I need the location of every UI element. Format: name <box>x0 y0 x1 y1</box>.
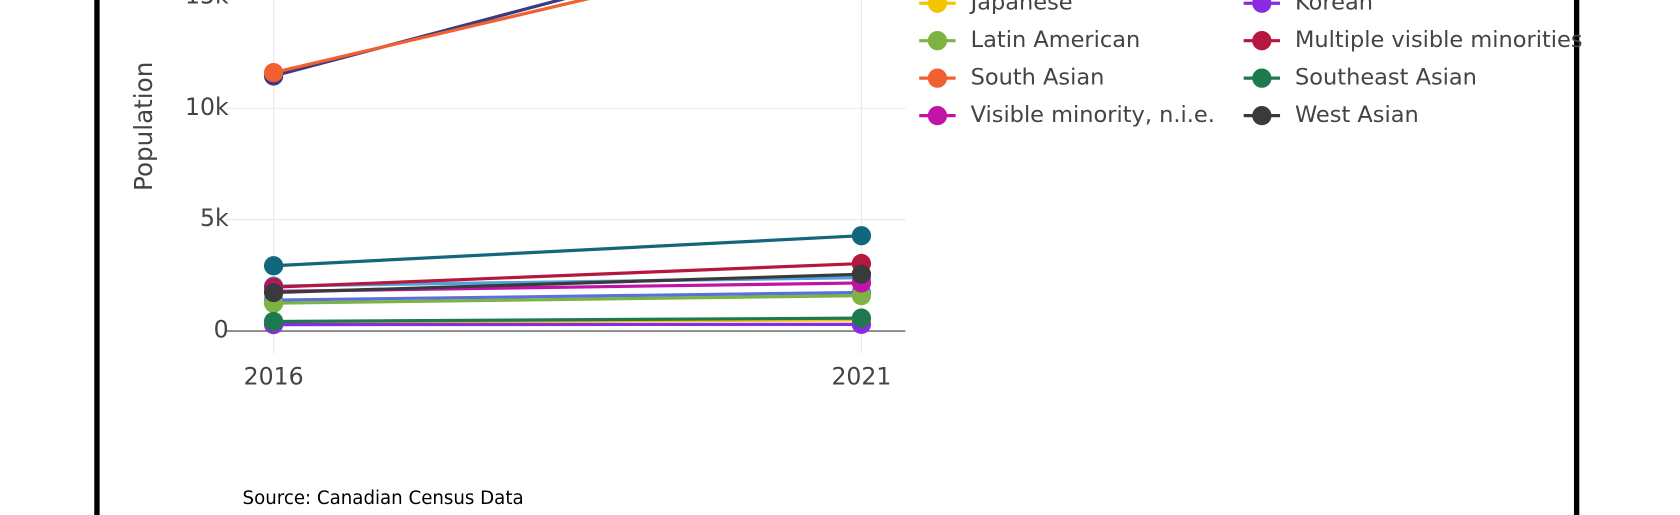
legend-marker <box>927 0 948 13</box>
series-line <box>273 290 862 302</box>
y-tick-label: 5k <box>200 204 229 232</box>
data-point <box>263 256 284 276</box>
legend-marker <box>1252 31 1272 51</box>
legend-label: Korean <box>1295 0 1373 16</box>
series-line <box>273 316 862 324</box>
legend-marker <box>1252 0 1272 13</box>
series-line <box>273 234 862 268</box>
series-line <box>273 0 590 75</box>
source-note: Source: Canadian Census Data <box>243 488 524 509</box>
series-line <box>273 0 566 78</box>
legend-label: Multiple visible minorities <box>1295 27 1583 53</box>
legend-label: West Asian <box>1295 102 1419 128</box>
series-line <box>273 294 862 305</box>
x-tick-label: 2021 <box>831 362 891 390</box>
legend-label: Southeast Asian <box>1295 65 1477 91</box>
data-point <box>851 264 872 284</box>
y-tick-label: 0 <box>214 316 229 344</box>
series-line <box>273 272 862 295</box>
legend-marker <box>1252 68 1272 88</box>
frame <box>94 0 1580 515</box>
data-point <box>263 282 284 303</box>
legend-label: Japanese <box>969 0 1073 16</box>
data-point <box>851 226 872 246</box>
legend-label: Visible minority, n.i.e. <box>971 102 1215 128</box>
legend-label: South Asian <box>971 65 1105 91</box>
data-point <box>263 62 284 83</box>
y-axis-title: Population <box>129 62 158 191</box>
y-tick-label: 10k <box>185 93 229 121</box>
legend-marker <box>927 68 948 88</box>
series-line <box>273 261 862 289</box>
legend-marker <box>927 105 948 126</box>
y-tick-label: 15k <box>185 0 229 9</box>
legend: Japanese Korean Latin American Multiple vis… <box>919 0 1583 128</box>
legend-marker <box>927 31 948 51</box>
legend-marker <box>1252 105 1272 126</box>
grid: 2016 2021 0 5k 10k 15k <box>185 0 906 390</box>
data-point <box>851 308 872 328</box>
legend-label: Latin American <box>971 27 1141 53</box>
plot-area <box>263 0 872 335</box>
data-point <box>263 311 284 332</box>
x-tick-label: 2016 <box>244 362 304 390</box>
